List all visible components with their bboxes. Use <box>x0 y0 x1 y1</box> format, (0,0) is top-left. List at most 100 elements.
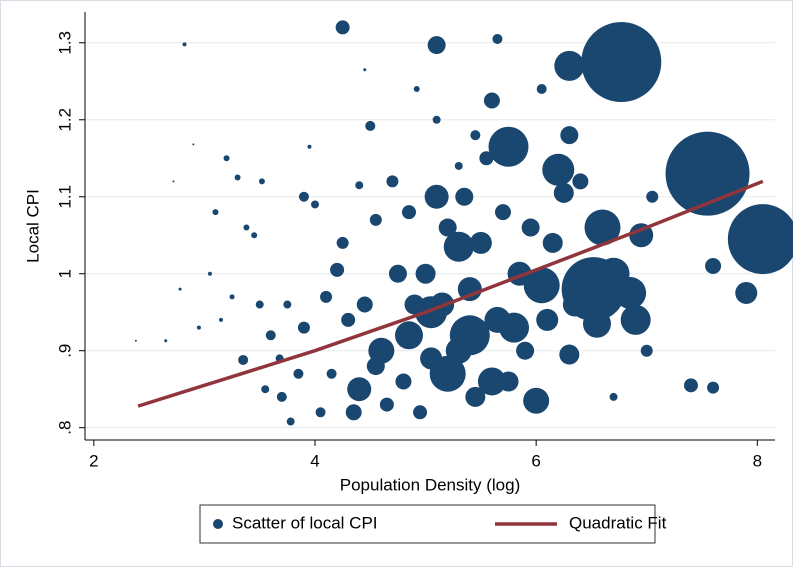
bubble <box>341 312 356 327</box>
bubble <box>255 300 264 309</box>
bubble <box>395 373 412 390</box>
legend-marker <box>213 519 223 529</box>
bubble <box>477 367 506 396</box>
bubble <box>457 277 482 302</box>
y-axis-label: Local CPI <box>23 189 42 263</box>
bubble <box>424 184 449 209</box>
bubble <box>455 187 474 206</box>
bubble <box>542 153 575 186</box>
bubble <box>251 232 258 239</box>
bubble <box>345 404 362 421</box>
y-tick-label: .8 <box>55 421 74 435</box>
bubble <box>494 204 511 221</box>
bubble <box>427 36 446 55</box>
bubble <box>311 200 319 209</box>
bubble <box>234 174 241 181</box>
bubble <box>413 85 420 92</box>
bubble <box>559 344 580 365</box>
bubble <box>629 223 654 248</box>
bubble <box>560 126 579 145</box>
bubble <box>258 178 265 185</box>
bubble <box>499 312 530 343</box>
bubble <box>735 281 758 304</box>
bubble <box>320 290 333 303</box>
x-tick-label: 6 <box>531 451 540 470</box>
bubble <box>276 391 287 402</box>
bubble <box>388 264 407 283</box>
bubble <box>293 368 304 379</box>
bubble <box>178 287 182 291</box>
bubble <box>554 50 585 81</box>
bubble <box>432 115 441 124</box>
x-tick-label: 8 <box>753 451 762 470</box>
bubble <box>261 385 270 394</box>
bubble <box>369 213 382 226</box>
bubble <box>454 161 463 170</box>
bubble <box>705 258 722 275</box>
bubble <box>553 182 574 203</box>
bubble <box>196 325 201 330</box>
bubble <box>386 175 399 188</box>
bubble <box>581 22 662 103</box>
x-tick-label: 2 <box>89 451 98 470</box>
bubble <box>243 224 250 231</box>
bubble <box>438 218 457 237</box>
bubble <box>347 377 372 402</box>
bubble <box>465 386 486 407</box>
bubble <box>363 68 367 72</box>
bubble <box>356 296 373 313</box>
bubble <box>470 130 481 141</box>
bubble <box>415 296 448 329</box>
bubble <box>365 120 376 131</box>
bubble <box>368 337 395 364</box>
bubble <box>707 381 720 394</box>
bubble <box>620 304 651 335</box>
bubble <box>492 33 503 44</box>
bubble <box>521 218 540 237</box>
bubble <box>479 151 494 166</box>
bubble <box>609 392 618 401</box>
bubble <box>307 144 312 149</box>
bubble <box>584 209 621 246</box>
bubble <box>536 308 559 331</box>
x-tick-label: 4 <box>310 451 319 470</box>
bubble <box>536 83 547 94</box>
bubble <box>523 387 550 414</box>
bubble <box>182 42 187 47</box>
bubble <box>683 378 698 393</box>
bubble <box>401 205 416 220</box>
bubble <box>597 257 630 290</box>
bubble <box>330 262 345 277</box>
bubble <box>415 263 436 284</box>
bubble <box>429 355 466 392</box>
legend-label: Quadratic Fit <box>569 513 667 532</box>
bubble <box>192 143 195 146</box>
bubble <box>542 232 563 253</box>
fit-line <box>137 179 764 408</box>
bubble <box>207 271 212 276</box>
bubble <box>229 294 235 300</box>
bubble <box>326 368 337 379</box>
bubble <box>298 191 309 202</box>
y-tick-label: 1.1 <box>55 185 74 209</box>
bubble <box>286 417 295 426</box>
bubble <box>315 407 326 418</box>
bubble <box>413 405 428 420</box>
y-tick-label: 1.3 <box>55 31 74 55</box>
bubble <box>336 236 349 249</box>
bubble <box>572 173 589 190</box>
bubble <box>134 339 137 342</box>
y-tick-label: 1 <box>55 269 74 278</box>
bubble <box>483 92 500 109</box>
bubble <box>164 339 168 343</box>
bubble <box>219 317 224 322</box>
bubble <box>582 309 611 338</box>
bubble <box>335 20 350 35</box>
bubble <box>646 190 659 203</box>
y-tick-label: 1.2 <box>55 108 74 132</box>
x-axis-label: Population Density (log) <box>340 475 520 494</box>
bubble <box>469 231 492 254</box>
bubble <box>297 321 310 334</box>
bubble <box>443 231 474 262</box>
